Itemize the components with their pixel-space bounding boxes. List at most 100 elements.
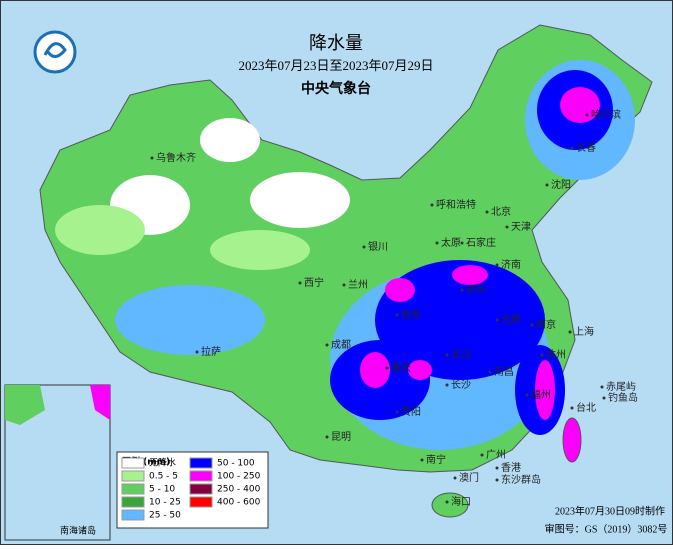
city-label: 西宁 <box>304 276 324 289</box>
city-label: 石家庄 <box>466 236 496 249</box>
city-label: 台北 <box>576 401 596 414</box>
legend-label: 10 - 25 <box>149 498 181 508</box>
legend-label: 5 - 10 <box>149 485 175 495</box>
city-dot <box>495 318 499 322</box>
light-rain <box>210 230 310 270</box>
city-dot <box>545 183 549 187</box>
rainstorm <box>452 265 488 285</box>
city-dot <box>420 458 424 462</box>
legend-label: 400 - 600 <box>217 498 261 508</box>
city-dot <box>495 263 499 267</box>
city-dot <box>495 478 499 482</box>
city-dot <box>445 500 449 504</box>
city-label: 银川 <box>368 240 388 253</box>
logo <box>33 30 77 74</box>
city-dot <box>298 281 302 285</box>
legend-swatch <box>121 483 145 495</box>
city-label: 呼和浩特 <box>436 199 476 211</box>
city-dot <box>460 241 464 245</box>
city-label: 哈尔滨 <box>591 108 621 121</box>
city-label: 赤尾屿 <box>606 381 636 393</box>
city-dot <box>362 245 366 249</box>
city-label: 广州 <box>486 449 506 461</box>
rainstorm <box>360 352 390 388</box>
city-dot <box>445 353 449 357</box>
inset-label: 南海诸岛 <box>60 525 96 537</box>
city-label: 上海 <box>574 325 594 338</box>
taiwan <box>562 417 582 463</box>
city-dot <box>325 435 329 439</box>
city-dot <box>602 396 606 400</box>
city-label: 天津 <box>511 221 531 233</box>
city-dot <box>540 353 544 357</box>
city-dot <box>395 410 399 414</box>
city-label: 南昌 <box>494 365 514 378</box>
city-dot <box>480 453 484 457</box>
city-dot <box>570 406 574 410</box>
city-label: 沈阳 <box>551 178 571 191</box>
inset: 南海诸岛 <box>4 384 111 541</box>
legend-label: 无降水 <box>149 457 176 469</box>
city-dot <box>525 393 529 397</box>
legend-label: 100 - 250 <box>217 472 261 482</box>
city-dot <box>430 203 434 207</box>
legend-label: 25 - 50 <box>149 511 181 521</box>
city-dot <box>435 241 439 245</box>
city-label: 西安 <box>401 308 421 321</box>
dry-area <box>250 172 350 228</box>
city-label: 海口 <box>451 495 471 508</box>
city-dot <box>325 343 329 347</box>
rainstorm <box>535 360 555 420</box>
city-dot <box>445 383 449 387</box>
legend-swatch <box>189 483 213 495</box>
city-label: 太原 <box>441 236 461 249</box>
logo-ring <box>33 30 77 74</box>
light-rain <box>55 205 145 255</box>
rainstorm <box>408 360 432 380</box>
legend-label: 250 - 400 <box>217 485 261 495</box>
city-dot <box>150 156 154 160</box>
legend-swatch <box>189 496 213 508</box>
legend-swatch <box>121 496 145 508</box>
city-label: 兰州 <box>348 278 368 291</box>
legend-swatch <box>121 457 145 469</box>
city-dot <box>505 225 509 229</box>
city-label: 拉萨 <box>201 345 221 358</box>
agency: 中央气象台 <box>301 80 371 97</box>
city-dot <box>570 146 574 150</box>
rainstorm <box>560 87 600 123</box>
city-dot <box>495 466 499 470</box>
city-label: 钓鱼岛 <box>608 391 638 404</box>
city-label: 济南 <box>501 258 521 271</box>
legend-swatch <box>121 509 145 521</box>
city-label: 北京 <box>491 205 511 218</box>
city-label: 郑州 <box>466 283 486 296</box>
legend-swatch <box>121 470 145 482</box>
city-label: 合肥 <box>501 313 521 326</box>
city-dot <box>342 283 346 287</box>
city-label: 长沙 <box>451 379 471 391</box>
city-dot <box>530 323 534 327</box>
legend-label: 0.5 - 5 <box>149 472 178 482</box>
city-label: 福州 <box>531 388 551 401</box>
approval-number: 审图号：GS（2019）3082号 <box>545 522 668 535</box>
city-dot <box>460 288 464 292</box>
city-dot <box>585 113 589 117</box>
city-label: 成都 <box>331 339 351 351</box>
city-label: 贵阳 <box>401 405 421 418</box>
city-label: 东沙群岛 <box>501 473 541 486</box>
logo-mark <box>43 42 67 58</box>
city-label: 武汉 <box>451 348 471 361</box>
title: 降水量 <box>309 33 363 54</box>
city-dot <box>568 330 572 334</box>
city-label: 乌鲁木齐 <box>156 151 196 164</box>
dry-area <box>200 118 260 162</box>
city-dot <box>195 350 199 354</box>
city-dot <box>485 210 489 214</box>
city-label: 杭州 <box>546 348 566 361</box>
legend-swatch <box>189 457 213 469</box>
moderate-rain <box>115 285 265 355</box>
made-time: 2023年07月30日09时制作 <box>555 504 665 517</box>
